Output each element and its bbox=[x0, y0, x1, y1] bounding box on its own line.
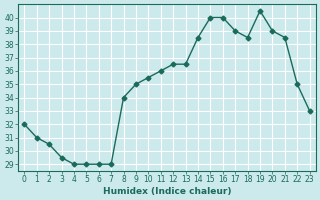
X-axis label: Humidex (Indice chaleur): Humidex (Indice chaleur) bbox=[103, 187, 231, 196]
